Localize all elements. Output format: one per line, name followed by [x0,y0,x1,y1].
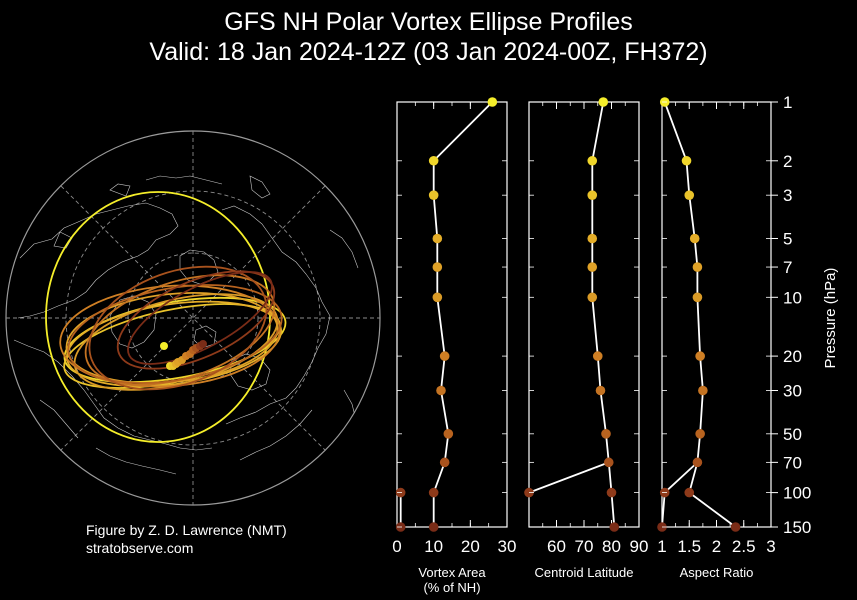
x-axis-label: Vortex Area [418,565,486,580]
y-tick-label: 7 [783,258,792,277]
data-point [443,429,454,439]
x-tick-label: 0 [392,537,401,556]
data-point [439,457,450,468]
data-point [695,429,705,439]
x-tick-label: 3 [766,537,775,556]
data-point [587,155,598,166]
data-point [601,429,611,439]
data-point [595,385,606,396]
chart-title-line2: Valid: 18 Jan 2024-12Z (03 Jan 2024-00Z,… [149,38,708,66]
data-point [606,487,617,498]
profile-line [591,101,616,528]
x-tick-label: 2 [712,537,721,556]
x-axis-label: Aspect Ratio [680,565,754,580]
data-point [432,233,443,244]
vortex-ellipses [45,191,287,443]
data-point [436,385,446,396]
panel-frame-2 [528,101,640,528]
data-point [698,385,708,396]
y-tick-label: 50 [783,425,802,444]
data-point [684,190,695,200]
polar-map [5,130,381,506]
profile-line [528,461,610,494]
data-point [692,457,703,468]
x-tick-label: 1 [657,537,666,556]
profile-panels: 0 10 20 30 Vortex Area(% of NH) 60 70 80 90 Centr… [392,93,811,595]
data-point [592,351,603,361]
data-point [487,97,498,107]
y-axis-label: Pressure (hPa) [822,268,839,369]
data-point [609,522,620,532]
data-point [598,97,609,107]
panel-frame-3 [661,101,772,528]
y-tick-label: 20 [783,347,802,366]
y-tick-label: 2 [783,152,792,171]
x-tick-label: 2.5 [732,537,756,556]
data-point [428,190,439,200]
y-tick-label: 5 [783,230,792,249]
data-point [587,190,598,200]
credit-author: Figure by Z. D. Lawrence (NMT) [86,522,287,538]
data-point [587,233,598,244]
data-point [695,351,705,361]
chart-title-line1: GFS NH Polar Vortex Ellipse Profiles [224,8,633,36]
x-tick-label: 1.5 [677,537,701,556]
profile-line [663,101,737,528]
x-tick-label: 70 [575,537,594,556]
data-point [689,233,700,244]
y-tick-label: 10 [783,288,802,307]
profile-line [432,101,493,527]
data-point [730,522,741,532]
x-axis-label: Centroid Latitude [534,565,633,580]
data-point [684,487,695,498]
data-point [587,292,598,303]
x-axis-label: (% of NH) [423,580,480,595]
data-point [692,292,703,303]
data-point [439,351,450,361]
data-point [603,457,614,468]
x-tick-label: 60 [547,537,566,556]
data-point [681,155,692,166]
y-tick-label: 30 [783,381,802,400]
x-tick-label: 80 [602,537,621,556]
figure-credit: Figure by Z. D. Lawrence (NMT) stratobse… [86,521,287,557]
data-point [428,487,439,498]
x-tick-label: 10 [424,537,443,556]
credit-site: stratobserve.com [86,540,194,556]
y-tick-label: 150 [783,518,811,537]
data-point [428,522,439,532]
x-tick-label: 20 [461,537,480,556]
data-point [432,262,443,272]
data-point [692,262,703,272]
y-tick-label: 100 [783,484,811,503]
x-tick-label: 30 [498,537,517,556]
data-point [587,262,598,272]
panel-frame-1 [396,101,508,528]
y-tick-label: 70 [783,453,802,472]
x-tick-label: 90 [630,537,649,556]
data-point [428,155,439,166]
y-tick-label: 3 [783,186,792,205]
data-point [432,292,443,303]
y-tick-label: 1 [783,93,792,112]
vortex-centroids [160,340,207,370]
